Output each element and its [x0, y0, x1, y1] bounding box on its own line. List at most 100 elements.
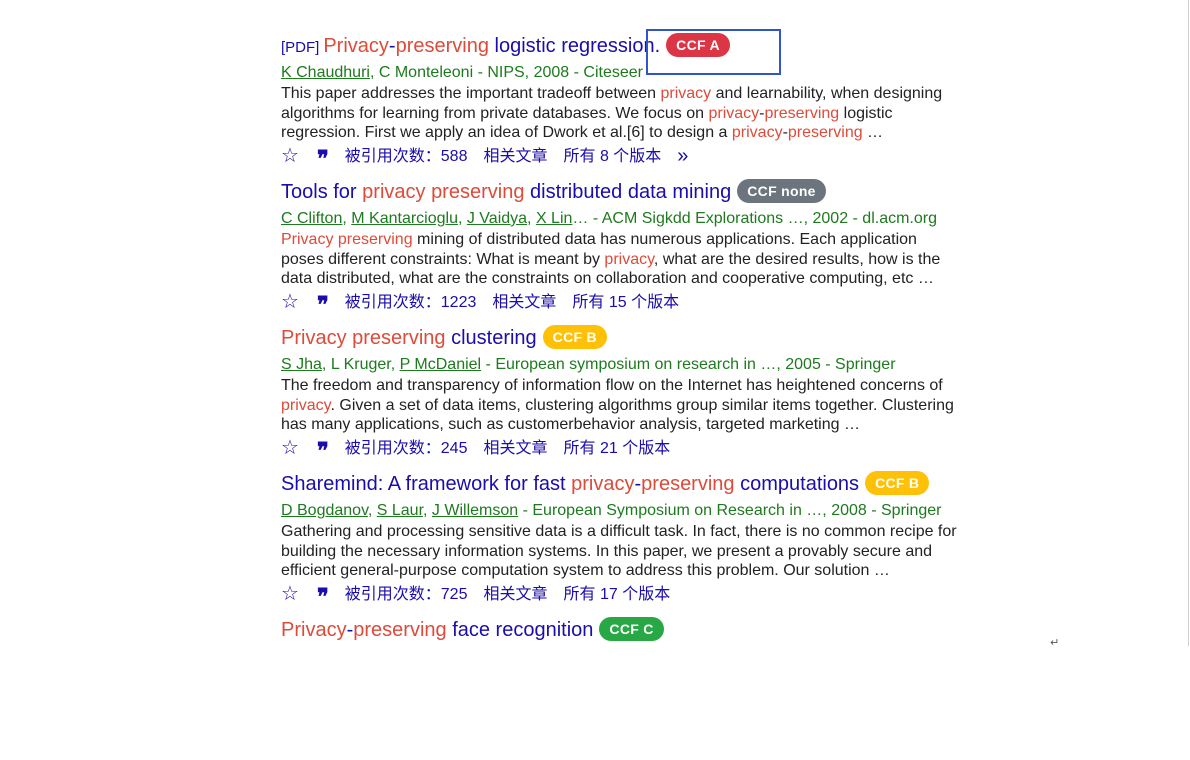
- snippet-text: , what are the desired results, how is t…: [281, 250, 941, 288]
- page-edge-line: [1188, 0, 1189, 646]
- ccf-rank-badge: CCF B: [542, 324, 607, 349]
- ccf-rank-badge: CCF B: [865, 470, 930, 495]
- source-text: - European Symposium on Research in …, 2…: [518, 502, 942, 519]
- author-link[interactable]: X Lin: [535, 210, 573, 227]
- snippet-text: -: [759, 104, 765, 122]
- related-articles-link[interactable]: 相关文章: [492, 293, 557, 311]
- cite-quote-icon[interactable]: ❞: [316, 291, 329, 318]
- snippet-text: . Given a set of data items, clustering …: [281, 396, 954, 434]
- highlighted-term: preserving: [395, 35, 489, 57]
- snippet-text: …: [862, 124, 884, 141]
- result-title-row: Privacy preserving clustering CCF B: [281, 322, 961, 354]
- result-actions: ☆ ❞ 被引用次数：588 相关文章 所有 8 个版本 »: [281, 145, 961, 170]
- highlighted-term: privacy preserving: [362, 181, 525, 203]
- search-result: Sharemind: A framework for fast privacy-…: [281, 468, 961, 614]
- author-link[interactable]: D Bogdanov: [281, 502, 368, 519]
- related-articles-link[interactable]: 相关文章: [483, 147, 548, 165]
- cited-by-link[interactable]: 被引用次数：1223: [344, 293, 477, 311]
- result-title-link[interactable]: Privacy preserving clustering: [281, 327, 537, 349]
- result-actions: ☆ ❞ 被引用次数：245 相关文章 所有 21 个版本: [281, 437, 961, 462]
- snippet-text: logistic regression. First we apply an i…: [281, 104, 893, 142]
- title-text: -: [388, 35, 396, 57]
- search-result: Privacy preserving clustering CCF B S Jha,…: [281, 322, 961, 468]
- related-articles-link[interactable]: 相关文章: [483, 585, 548, 603]
- author-link[interactable]: S Jha: [281, 356, 322, 373]
- author-link[interactable]: M Kantarcioglu: [351, 210, 458, 227]
- result-title-link[interactable]: Privacy-preserving logistic regression.: [323, 35, 660, 57]
- title-text: logistic regression.: [488, 35, 661, 57]
- result-title-link[interactable]: Privacy-preserving face recognition: [281, 619, 593, 641]
- result-authors-source: C Clifton, M Kantarcioglu, J Vaidya, X L…: [281, 208, 961, 230]
- title-text: -: [346, 619, 354, 641]
- title-text: Sharemind: A framework for fast: [281, 473, 572, 495]
- ccf-rank-badge: CCF C: [599, 616, 664, 641]
- result-title-row: Tools for privacy preserving distributed…: [281, 176, 961, 208]
- source-text: ,: [342, 210, 352, 227]
- author-link[interactable]: K Chaudhuri: [281, 64, 370, 81]
- highlighted-term: Privacy: [323, 35, 389, 57]
- paragraph-return-mark: ↵: [1050, 637, 1060, 649]
- all-versions-link[interactable]: 所有 8 个版本: [563, 147, 662, 165]
- highlighted-term: privacy: [731, 124, 783, 141]
- highlighted-term: preserving: [764, 104, 840, 122]
- result-snippet: Privacy preserving mining of distributed…: [281, 230, 961, 289]
- author-link[interactable]: S Laur: [376, 502, 424, 519]
- search-result: Privacy-preserving face recognition CCF C: [281, 614, 961, 760]
- star-icon[interactable]: ☆: [281, 436, 299, 459]
- author-link[interactable]: J Vaidya: [466, 210, 528, 227]
- result-title-row: [PDF] Privacy-preserving logistic regress…: [281, 30, 961, 62]
- result-title-link[interactable]: Tools for privacy preserving distributed…: [281, 181, 731, 203]
- highlighted-term: preserving: [353, 619, 447, 641]
- all-versions-link[interactable]: 所有 17 个版本: [563, 585, 671, 603]
- related-articles-link[interactable]: 相关文章: [483, 439, 548, 457]
- cited-by-link[interactable]: 被引用次数：588: [344, 147, 468, 165]
- snippet-text: Gathering and processing sensitive data …: [281, 523, 957, 579]
- result-snippet: This paper addresses the important trade…: [281, 84, 961, 143]
- highlighted-term: privacy: [604, 250, 654, 268]
- star-icon[interactable]: ☆: [281, 582, 299, 605]
- cite-quote-icon[interactable]: ❞: [316, 583, 329, 610]
- star-icon[interactable]: ☆: [281, 290, 299, 313]
- author-link[interactable]: J Willemson: [431, 502, 519, 519]
- source-text: - European symposium on research in …, 2…: [481, 356, 896, 373]
- result-title-link[interactable]: Sharemind: A framework for fast privacy-…: [281, 473, 859, 495]
- double-chevron-icon[interactable]: »: [677, 144, 689, 167]
- result-actions: ☆ ❞ 被引用次数：1223 相关文章 所有 15 个版本: [281, 291, 961, 316]
- result-title-row: Sharemind: A framework for fast privacy-…: [281, 468, 961, 500]
- cite-quote-icon[interactable]: ❞: [316, 145, 329, 172]
- snippet-text: The freedom and transparency of informat…: [281, 377, 943, 394]
- ccf-rank-badge: CCF A: [666, 32, 730, 57]
- title-text: distributed data mining: [524, 181, 732, 203]
- snippet-text: -: [782, 124, 788, 141]
- highlighted-term: preserving: [787, 124, 863, 141]
- source-text: ,: [423, 502, 432, 519]
- title-text: clustering: [445, 327, 537, 349]
- highlighted-term: privacy: [660, 85, 712, 102]
- star-icon[interactable]: ☆: [281, 144, 299, 167]
- pdf-tag[interactable]: [PDF]: [281, 39, 320, 56]
- highlighted-term: preserving: [641, 473, 735, 495]
- cited-by-link[interactable]: 被引用次数：245: [344, 439, 468, 457]
- all-versions-link[interactable]: 所有 15 个版本: [572, 293, 680, 311]
- highlighted-term: Privacy: [281, 619, 347, 641]
- title-text: face recognition: [446, 619, 594, 641]
- source-text: ,: [457, 210, 467, 227]
- cite-quote-icon[interactable]: ❞: [316, 437, 329, 464]
- search-result: [PDF] Privacy-preserving logistic regress…: [281, 30, 961, 176]
- source-text: ,: [527, 210, 536, 227]
- result-authors-source: K Chaudhuri, C Monteleoni - NIPS, 2008 -…: [281, 62, 961, 84]
- snippet-text: mining of distributed data has numerous …: [281, 231, 917, 268]
- title-text: -: [634, 473, 642, 495]
- selection-highlight-box: [646, 29, 781, 75]
- all-versions-link[interactable]: 所有 21 个版本: [563, 439, 671, 457]
- author-link[interactable]: C Clifton: [281, 210, 343, 227]
- cited-by-link[interactable]: 被引用次数：725: [344, 585, 468, 603]
- source-text: , L Kruger,: [321, 356, 400, 373]
- result-actions: ☆ ❞ 被引用次数：725 相关文章 所有 17 个版本: [281, 583, 961, 608]
- author-link[interactable]: P McDaniel: [399, 356, 482, 373]
- search-results-list: [PDF] Privacy-preserving logistic regress…: [281, 30, 961, 760]
- snippet-text: This paper addresses the important trade…: [281, 85, 661, 102]
- highlighted-term: Privacy preserving: [281, 327, 446, 349]
- result-snippet: The freedom and transparency of informat…: [281, 376, 961, 435]
- source-text: … - ACM Sigkdd Explorations …, 2002 - dl…: [572, 210, 937, 227]
